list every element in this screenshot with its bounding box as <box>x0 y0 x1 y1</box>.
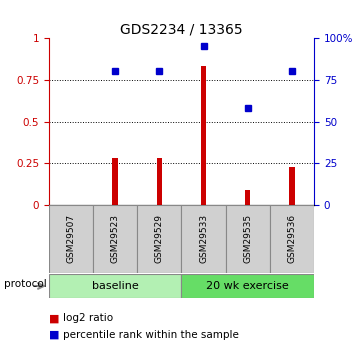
Text: GSM29533: GSM29533 <box>199 214 208 264</box>
Bar <box>289 167 295 205</box>
Text: log2 ratio: log2 ratio <box>63 314 113 323</box>
Text: GSM29507: GSM29507 <box>66 214 75 264</box>
Bar <box>181 205 226 273</box>
Bar <box>49 205 93 273</box>
Title: GDS2234 / 13365: GDS2234 / 13365 <box>120 23 243 37</box>
Text: GSM29529: GSM29529 <box>155 214 164 264</box>
Bar <box>137 205 182 273</box>
Bar <box>245 190 251 205</box>
Bar <box>93 205 137 273</box>
Bar <box>157 158 162 205</box>
Bar <box>226 205 270 273</box>
Bar <box>201 66 206 205</box>
Text: ■: ■ <box>49 314 59 323</box>
Text: GSM29536: GSM29536 <box>287 214 296 264</box>
Text: GSM29535: GSM29535 <box>243 214 252 264</box>
Bar <box>49 274 181 298</box>
Bar <box>270 205 314 273</box>
Bar <box>181 274 314 298</box>
Text: 20 wk exercise: 20 wk exercise <box>206 281 289 291</box>
Bar <box>112 158 118 205</box>
Text: ■: ■ <box>49 330 59 339</box>
Text: baseline: baseline <box>92 281 139 291</box>
Text: percentile rank within the sample: percentile rank within the sample <box>63 330 239 339</box>
Text: GSM29523: GSM29523 <box>110 214 119 264</box>
Text: protocol: protocol <box>4 279 46 289</box>
